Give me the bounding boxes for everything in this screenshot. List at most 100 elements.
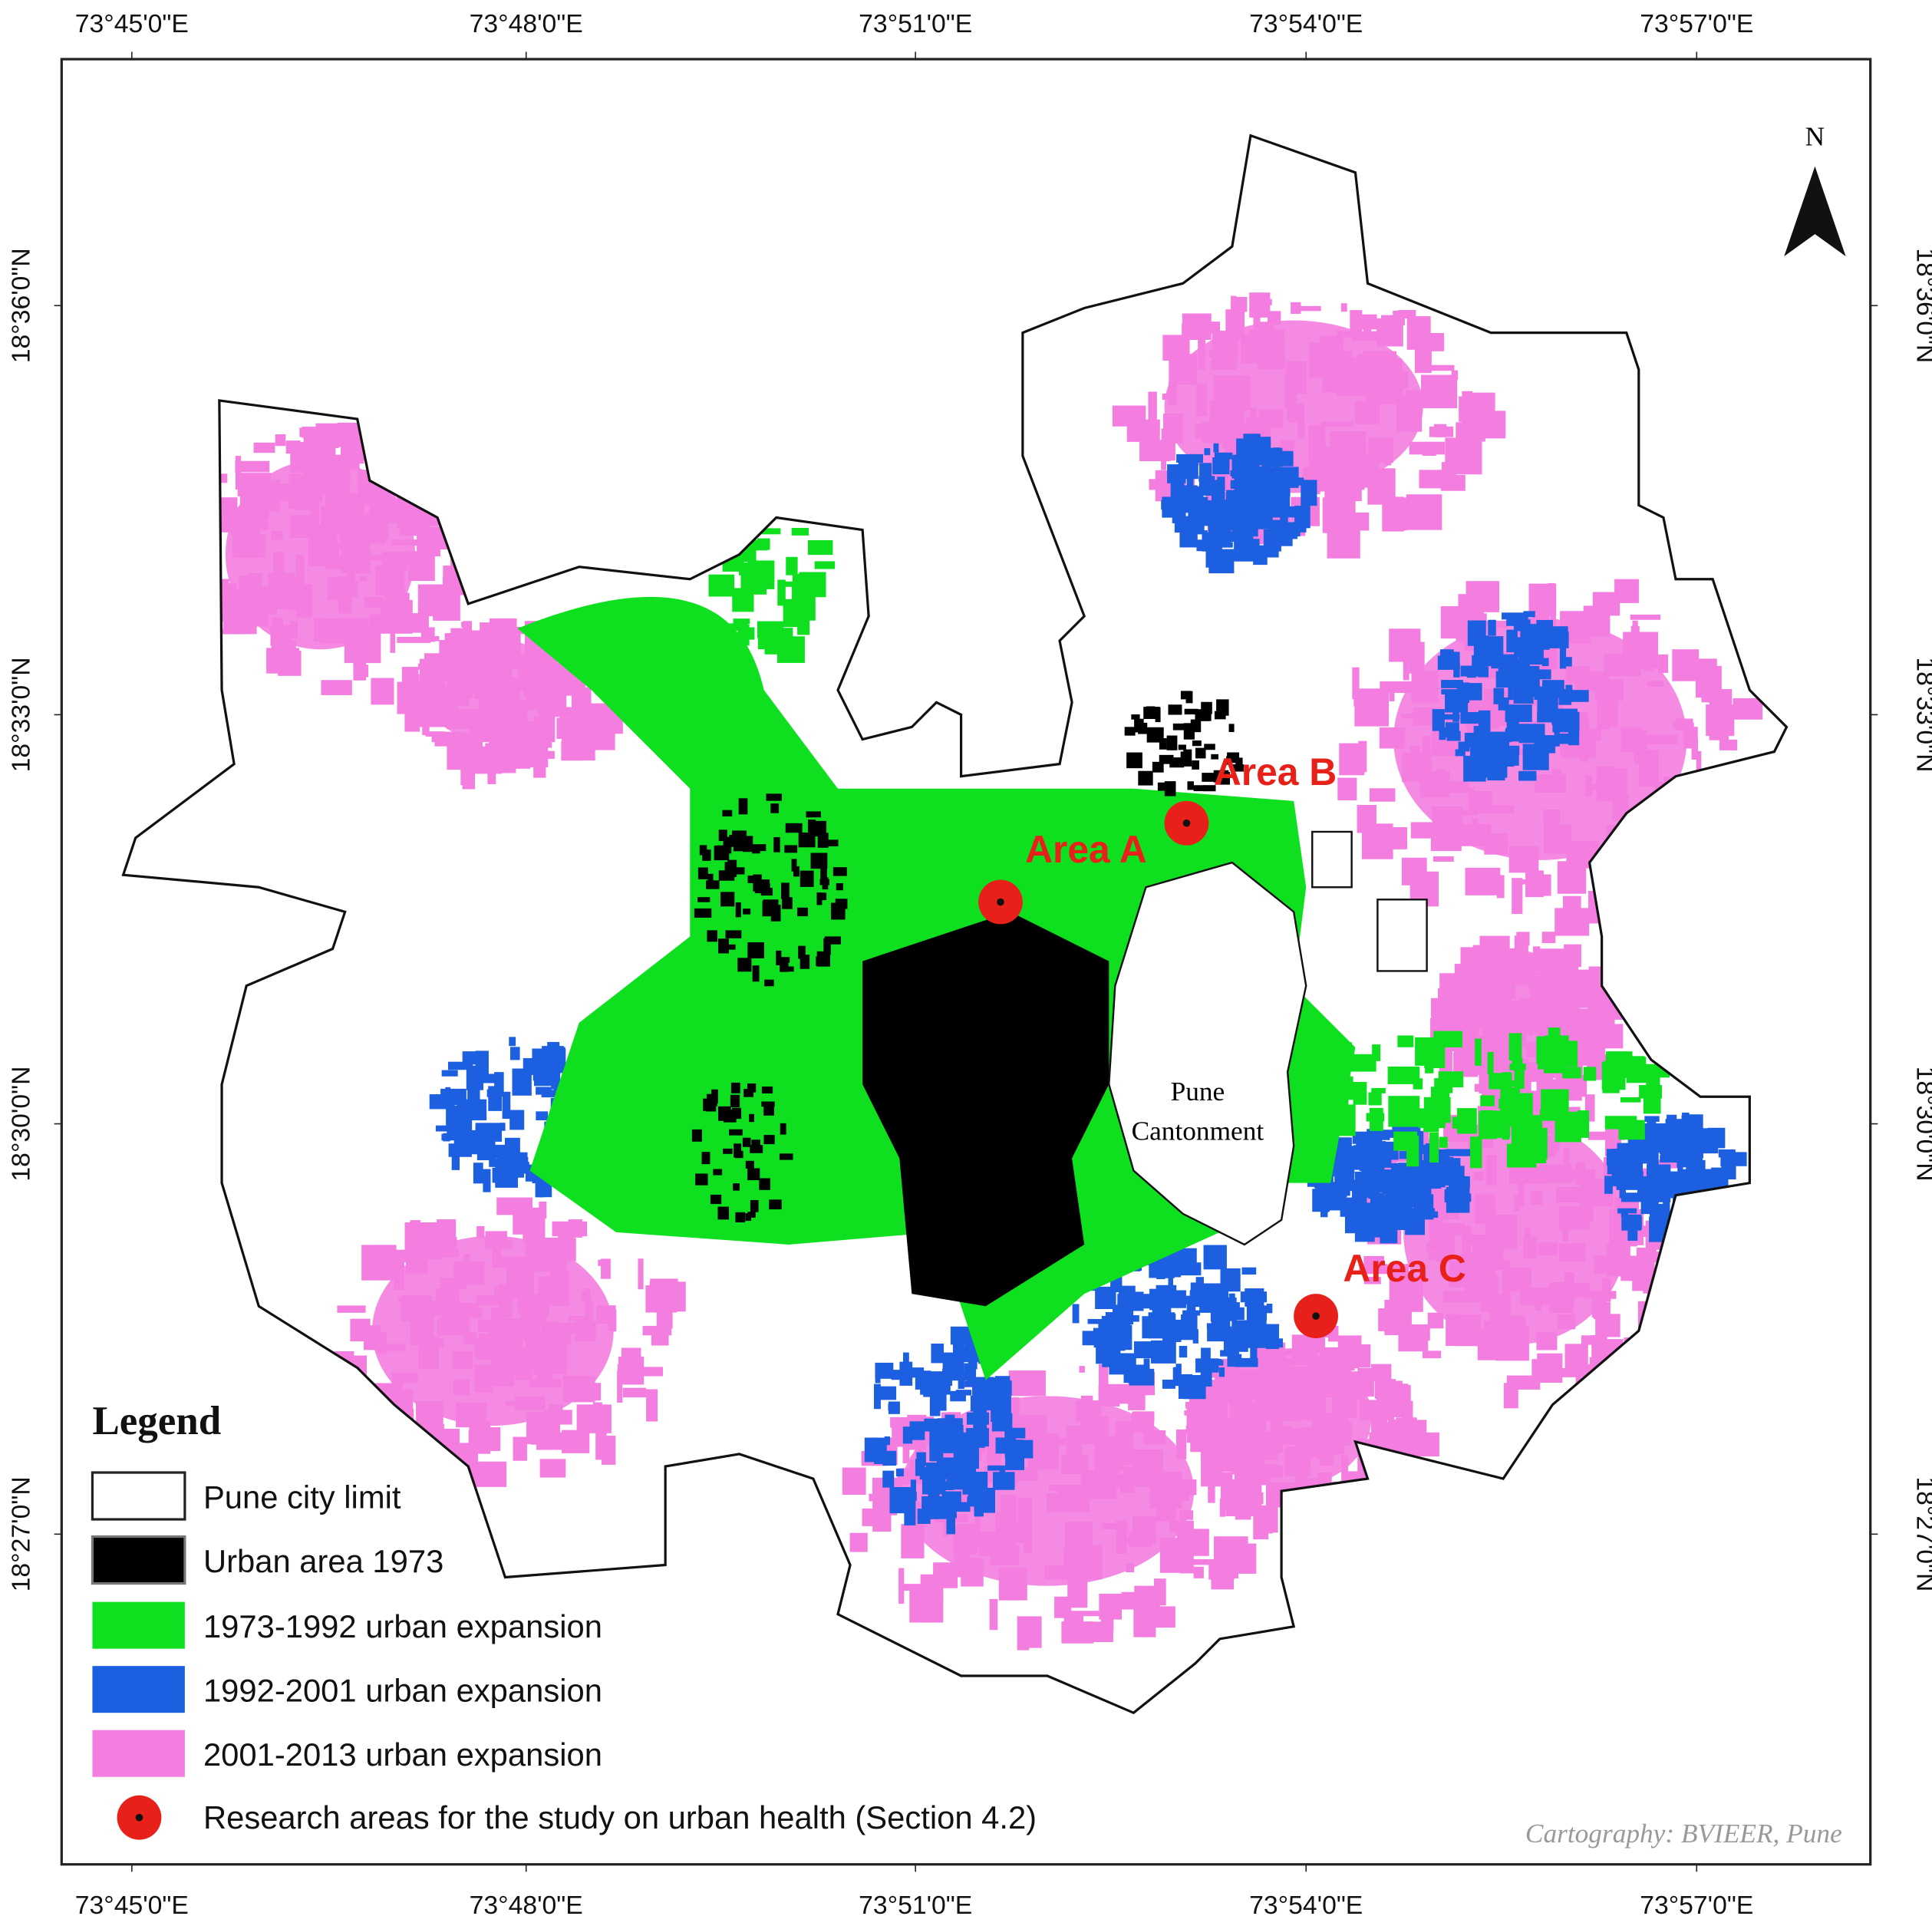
land-cover-patch: [1557, 1314, 1576, 1330]
land-cover-patch: [650, 1278, 678, 1306]
land-cover-patch: [1396, 1417, 1417, 1428]
land-cover-patch: [272, 552, 285, 576]
land-cover-patch: [737, 958, 752, 972]
latitude-label: 18°30'0"N: [1911, 1067, 1932, 1182]
land-cover-patch: [1156, 1508, 1175, 1522]
land-cover-patch: [842, 1467, 866, 1495]
land-cover-patch: [1198, 500, 1215, 526]
land-cover-patch: [694, 908, 712, 918]
land-cover-patch: [1632, 620, 1638, 630]
land-cover-patch: [1518, 1172, 1525, 1207]
land-cover-patch: [508, 655, 526, 669]
land-cover-patch: [404, 1222, 439, 1255]
land-cover-patch: [747, 1212, 756, 1218]
land-cover-patch: [1508, 1033, 1522, 1061]
land-cover-patch: [1429, 1132, 1439, 1163]
land-cover-patch: [1447, 781, 1469, 793]
land-cover-patch: [1278, 477, 1304, 486]
land-cover-patch: [1495, 1326, 1529, 1361]
land-cover-patch: [617, 1364, 631, 1373]
land-cover-patch: [1337, 777, 1357, 801]
land-cover-patch: [1369, 408, 1376, 424]
land-cover-patch: [452, 1313, 470, 1329]
land-cover-patch: [991, 1413, 1013, 1432]
land-cover-patch: [476, 1225, 485, 1238]
land-cover-patch: [1273, 447, 1281, 469]
legend-label: Urban area 1973: [203, 1543, 443, 1579]
land-cover-patch: [598, 1259, 605, 1266]
land-cover-patch: [1145, 1606, 1175, 1628]
land-cover-patch: [1341, 1455, 1349, 1492]
land-cover-patch: [1152, 761, 1164, 773]
land-cover-patch: [1232, 511, 1257, 517]
land-cover-patch: [1558, 1123, 1572, 1139]
land-cover-patch: [1314, 1110, 1327, 1135]
urban-expansion-layers: [194, 292, 1763, 1651]
land-cover-patch: [1646, 1075, 1660, 1086]
land-cover-patch: [1297, 1082, 1324, 1098]
land-cover-patch: [1172, 1367, 1179, 1387]
land-cover-patch: [974, 1416, 981, 1426]
land-cover-patch: [1335, 1104, 1356, 1136]
land-cover-patch: [1188, 458, 1197, 478]
land-cover-patch: [726, 944, 736, 950]
land-cover-patch: [1514, 935, 1528, 966]
land-cover-patch: [517, 1209, 531, 1232]
land-cover-patch: [784, 845, 798, 853]
land-cover-patch: [1190, 1415, 1215, 1453]
land-cover-patch: [849, 1532, 868, 1552]
land-cover-patch: [903, 1367, 925, 1378]
land-cover-patch: [1473, 736, 1480, 760]
land-cover-patch: [1473, 643, 1483, 661]
land-cover-patch: [1268, 1394, 1284, 1406]
land-cover-patch: [1166, 735, 1178, 750]
land-cover-patch: [1393, 1131, 1418, 1151]
land-cover-patch: [816, 951, 831, 967]
longitude-label: 73°48'0"E: [470, 9, 583, 38]
land-cover-patch: [486, 1089, 495, 1097]
land-cover-patch: [946, 1473, 972, 1490]
land-cover-patch: [989, 1598, 998, 1631]
land-cover-patch: [779, 1153, 793, 1160]
land-cover-patch: [957, 1354, 964, 1372]
land-cover-patch: [706, 880, 720, 889]
land-cover-patch: [1414, 344, 1432, 374]
land-cover-patch: [1264, 1431, 1282, 1453]
land-cover-patch: [1069, 1611, 1103, 1617]
land-cover-patch: [1124, 727, 1136, 736]
land-cover-patch: [253, 442, 275, 453]
land-cover-patch: [793, 582, 799, 593]
land-cover-patch: [1126, 752, 1142, 769]
land-cover-patch: [536, 655, 542, 666]
latitude-label: 18°36'0"N: [1911, 248, 1932, 363]
land-cover-patch: [447, 1061, 473, 1070]
land-cover-patch: [1475, 1038, 1482, 1066]
land-cover-patch: [1506, 719, 1519, 742]
land-cover-patch: [1263, 529, 1281, 552]
land-cover-patch: [711, 1089, 718, 1103]
land-cover-patch: [1573, 1282, 1591, 1298]
land-cover-patch: [950, 1326, 971, 1345]
land-cover-patch: [1250, 407, 1257, 427]
land-cover-patch: [1057, 1488, 1090, 1512]
latitude-label: 18°36'0"N: [7, 248, 36, 363]
land-cover-patch: [1617, 1208, 1637, 1214]
legend-swatch: [92, 1666, 185, 1713]
longitude-label: 73°45'0"E: [75, 9, 189, 38]
land-cover-patch: [519, 700, 549, 708]
land-cover-patch: [1297, 421, 1305, 440]
land-cover-patch: [797, 907, 809, 917]
land-cover-patch: [485, 677, 517, 696]
land-cover-patch: [537, 1276, 551, 1298]
land-cover-patch: [731, 830, 747, 840]
land-cover-patch: [725, 930, 742, 938]
land-cover-patch: [1419, 1179, 1435, 1189]
land-cover-patch: [1267, 311, 1281, 325]
land-cover-patch: [872, 1499, 892, 1532]
land-cover-patch: [1370, 1107, 1383, 1132]
land-cover-patch: [470, 746, 503, 774]
land-cover-patch: [1524, 1044, 1548, 1050]
legend-swatch: [92, 1730, 185, 1777]
land-cover-patch: [1535, 773, 1567, 793]
